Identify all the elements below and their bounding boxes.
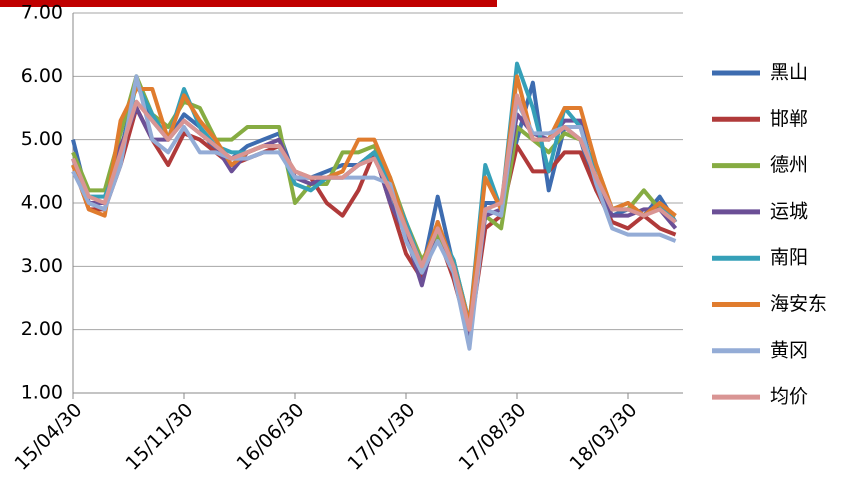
y-tick-label: 2.00	[21, 318, 63, 340]
legend-label: 运城	[770, 200, 808, 222]
legend-label: 黄冈	[770, 339, 808, 361]
x-tick-label: 18/03/30	[566, 399, 642, 475]
y-tick-label: 7.00	[21, 2, 63, 24]
legend-label: 黑山	[770, 62, 808, 84]
y-tick-label: 3.00	[21, 255, 63, 277]
header-bar	[0, 0, 497, 7]
legend-label: 南阳	[770, 247, 808, 269]
x-tick-label: 17/01/30	[344, 399, 420, 475]
y-tick-label: 1.00	[21, 382, 63, 404]
series-line	[71, 74, 677, 326]
x-tick-label: 16/06/30	[233, 399, 309, 475]
y-tick-label: 5.00	[21, 128, 63, 150]
legend-label: 邯郸	[770, 108, 808, 130]
series-line	[71, 74, 677, 326]
series-line	[71, 93, 677, 332]
series-line	[71, 74, 677, 351]
x-tick-label: 15/11/30	[122, 399, 198, 475]
x-tick-label: 17/08/30	[455, 399, 531, 475]
legend-label: 海安东	[770, 293, 827, 315]
y-tick-label: 6.00	[21, 65, 63, 87]
y-tick-label: 4.00	[21, 192, 63, 214]
series-line	[71, 61, 678, 326]
legend-label: 德州	[770, 154, 808, 176]
legend-label: 均价	[770, 386, 808, 408]
x-tick-label: 15/04/30	[11, 399, 87, 475]
